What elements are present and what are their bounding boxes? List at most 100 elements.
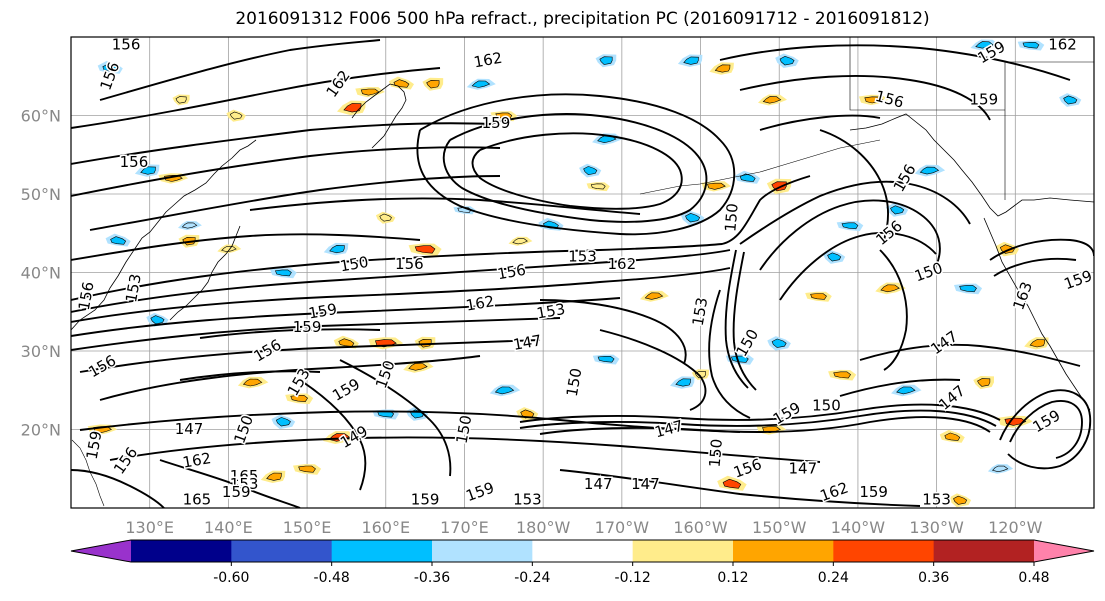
contour-label: 150 [721,202,741,232]
colorbar: -0.60 -0.48 -0.36 -0.24 -0.12 0.12 0.24 0.36 0.4… [70,539,1095,586]
contour-label: 150 [372,358,399,391]
lat-tick-label: 40°N [21,264,61,283]
precip-patch [275,417,291,427]
contour-label: 156 [731,455,764,482]
contour-line [71,469,165,508]
precipitation-shading [87,39,1082,508]
lat-tick-label: 50°N [21,185,61,204]
contour-line [71,233,421,261]
contour-label: 153 [122,272,145,303]
contour-label: 156 [496,261,527,284]
contour-line [99,39,381,101]
contour-label: 153 [535,300,566,323]
colorbar-outline [70,539,1095,563]
contour-label: 162 [323,67,354,101]
precip-patch [810,293,827,300]
contour-line [179,370,321,381]
contour-line [779,232,937,301]
contour-line [71,175,811,301]
precip-patch [242,378,263,387]
contour-line [999,389,1092,470]
contour-label: 153 [689,296,712,327]
contour-line [299,379,367,491]
lon-tick-label: 170°W [595,518,650,537]
precip-patch [890,205,905,215]
precip-patch [683,56,699,65]
precip-patch [597,355,615,363]
contour-line [739,180,971,245]
contour-label: 159 [482,114,511,132]
contour-label: 159 [83,429,106,460]
contour-label: 159 [411,491,440,509]
contour-label: 150 [230,413,257,446]
contour-line [79,339,541,373]
contour-label: 147 [653,417,685,442]
lon-tick-label: 120°W [988,518,1043,537]
contour-label: 156 [395,255,424,273]
colorbar-extend-low [71,540,131,562]
precip-patch [229,111,243,120]
contour-line [71,297,621,337]
precip-patch [471,80,491,88]
contour-label: 147 [175,420,204,438]
lon-tick-label: 160°W [673,518,728,537]
precip-patch [290,394,309,403]
lat-tick-label: 20°N [21,421,61,440]
contour-line [819,129,889,241]
coastline-north-america [983,217,1091,411]
precip-patch [274,269,292,277]
contour-line [719,44,1071,81]
contour-line [71,249,731,313]
contour-label: 156 [120,153,149,171]
colorbar-tick-label: -0.24 [514,570,550,586]
lon-tick-label: 130°W [909,518,964,537]
contour-line [539,416,991,435]
precip-patch [512,238,528,245]
lon-tick-label: 160°E [361,518,410,537]
contour-label: 156 [872,217,906,249]
precip-patch [181,222,198,229]
precip-patch [590,183,606,190]
contour-line [71,67,441,129]
lon-tick-label: 130°E [125,518,174,537]
contour-label: 162 [608,255,637,273]
contour-label: 162 [464,292,495,315]
contour-label: 159 [329,375,363,405]
contour-label: 159 [222,483,251,501]
colorbar-tick-label: -0.48 [314,570,350,586]
refractivity-contours [71,39,1094,508]
contour-line [724,249,749,389]
map-frame [70,36,1095,509]
contour-label: 153 [513,491,542,509]
contour-label: 156 [112,35,141,53]
precip-patch [714,64,731,73]
precip-patch [329,244,345,254]
contour-label: 147 [789,459,818,477]
colorbar-segment [933,540,1035,562]
contour-line [339,359,452,477]
contour-line [519,409,997,429]
precip-patch [393,79,410,88]
precip-patch [975,41,994,49]
contour-label: 156 [890,161,920,195]
coastline-aleutians [639,139,881,195]
precip-patch [343,103,362,113]
contour-label: 165 [230,467,259,485]
contour-label: 150 [812,396,841,414]
lon-tick-label: 150°E [283,518,332,537]
contour-label: 150 [706,438,726,468]
contour-line [859,343,1081,367]
precip-patch [1029,339,1046,348]
colorbar-tick-label: 0.48 [1018,570,1049,586]
contour-label: 159 [859,483,888,501]
precip-patch [150,315,165,325]
lon-tick-label: 140°E [204,518,253,537]
contour-label: 150 [912,259,945,286]
precip-patch [644,292,664,300]
contour-line [539,299,687,365]
contour-line [739,74,991,121]
precip-patch [959,285,977,293]
contour-line [249,197,641,215]
contour-label: 147 [631,475,660,493]
lon-tick-label: 180°W [516,518,571,537]
